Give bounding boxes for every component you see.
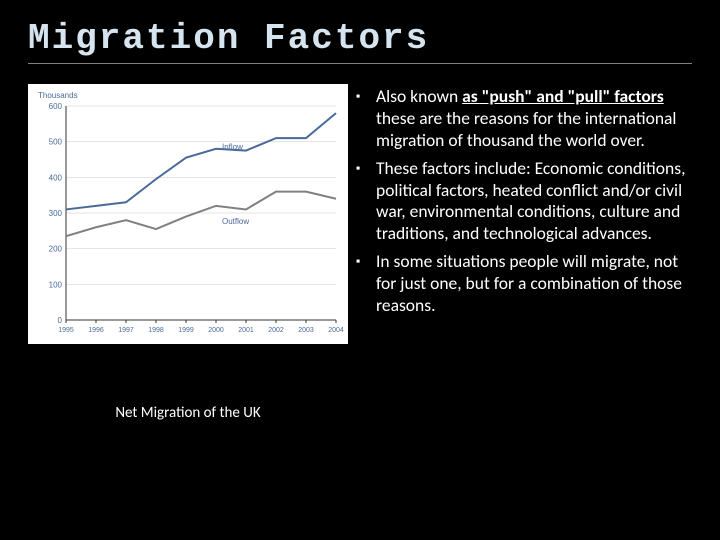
svg-text:2001: 2001 [238,327,254,334]
svg-text:Thousands: Thousands [38,91,78,100]
svg-text:2004: 2004 [328,327,344,334]
bullet-item: ▪In some situations people will migrate,… [356,251,692,317]
svg-text:2002: 2002 [268,327,284,334]
bullet-text: These factors include: Economic conditio… [376,158,692,246]
svg-text:400: 400 [49,173,63,182]
right-column: ▪Also known as "push" and "pull" factors… [356,84,692,422]
svg-text:200: 200 [49,245,63,254]
bullet-item: ▪Also known as "push" and "pull" factors… [356,86,692,152]
svg-text:Inflow: Inflow [222,143,243,152]
slide: Migration Factors Thousands 0 100 200 300 400… [0,0,720,540]
svg-text:300: 300 [49,209,63,218]
content-row: Thousands 0 100 200 300 400 500 600 1995 1996 1997… [28,84,692,422]
title-underline [28,63,692,64]
left-column: Thousands 0 100 200 300 400 500 600 1995 1996 1997… [28,84,348,422]
svg-text:1999: 1999 [178,327,194,334]
svg-text:500: 500 [49,138,63,147]
chart-svg: Thousands 0 100 200 300 400 500 600 1995 1996 1997… [28,84,348,344]
migration-chart: Thousands 0 100 200 300 400 500 600 1995 1996 1997… [28,84,348,344]
bullet-marker: ▪ [356,251,376,270]
svg-text:100: 100 [49,280,63,289]
chart-caption: Net Migration of the UK [28,404,348,422]
svg-text:Outflow: Outflow [222,217,249,226]
svg-text:0: 0 [58,316,63,325]
bullet-text: In some situations people will migrate, … [376,251,692,317]
svg-text:1996: 1996 [88,327,104,334]
svg-text:1997: 1997 [118,327,134,334]
svg-text:1995: 1995 [58,327,74,334]
bullet-text: Also known as "push" and "pull" factors … [376,86,692,152]
svg-text:1998: 1998 [148,327,164,334]
svg-text:2000: 2000 [208,327,224,334]
bullet-marker: ▪ [356,86,376,105]
slide-title: Migration Factors [28,18,692,59]
bullet-item: ▪These factors include: Economic conditi… [356,158,692,246]
bullet-list: ▪Also known as "push" and "pull" factors… [356,86,692,317]
svg-text:2003: 2003 [298,327,314,334]
svg-text:600: 600 [49,102,63,111]
bullet-marker: ▪ [356,158,376,177]
